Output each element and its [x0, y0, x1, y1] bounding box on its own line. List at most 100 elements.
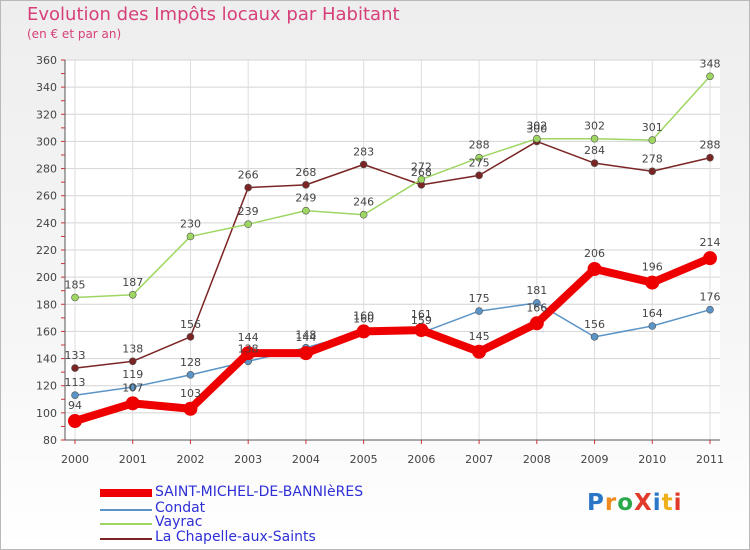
- data-point: [590, 134, 599, 143]
- data-label: 145: [469, 330, 490, 343]
- data-point: [356, 324, 371, 339]
- data-point: [414, 323, 429, 338]
- logo-letter: P: [587, 490, 605, 516]
- data-label: 161: [411, 308, 432, 321]
- x-tick-label: 2007: [465, 453, 493, 466]
- data-label: 160: [353, 312, 374, 325]
- data-label: 156: [584, 318, 605, 331]
- legend-label: La Chapelle-aux-Saints: [155, 529, 316, 545]
- data-label: 275: [469, 156, 490, 169]
- data-label: 230: [180, 217, 201, 230]
- data-point: [529, 316, 544, 331]
- data-point: [128, 290, 137, 299]
- data-label: 278: [642, 152, 663, 165]
- data-label: 138: [238, 342, 259, 355]
- data-point: [302, 181, 310, 189]
- legend-label: Vayrac: [155, 514, 203, 530]
- y-tick-label: 140: [36, 353, 57, 366]
- data-label: 159: [411, 314, 432, 327]
- data-label: 185: [65, 279, 86, 292]
- legend-swatch: [100, 509, 152, 511]
- data-point: [648, 322, 657, 330]
- data-label: 302: [526, 120, 547, 133]
- data-label: 166: [526, 301, 547, 314]
- x-tick-label: 2001: [119, 453, 147, 466]
- data-point: [359, 160, 368, 169]
- logo-letter: o: [617, 490, 635, 516]
- data-point: [648, 167, 657, 176]
- x-tick-label: 2002: [176, 453, 204, 466]
- series-line-3: [73, 254, 712, 425]
- y-tick-label: 80: [43, 434, 57, 447]
- data-label: 214: [700, 236, 721, 249]
- data-point: [68, 414, 82, 428]
- y-tick-label: 200: [36, 271, 57, 284]
- data-label: 187: [122, 276, 143, 289]
- legend-swatch: [100, 489, 152, 497]
- logo-letter: t: [661, 490, 674, 516]
- logo-letter: i: [673, 490, 683, 516]
- x-tick-label: 2008: [523, 453, 551, 466]
- data-label: 94: [68, 399, 82, 412]
- data-label: 288: [700, 139, 721, 152]
- legend-swatch: [100, 523, 152, 525]
- chart-subtitle: (en € et par an): [27, 27, 122, 41]
- legend-swatch: [100, 538, 152, 540]
- data-point: [706, 305, 714, 314]
- x-tick-label: 2005: [350, 453, 378, 466]
- y-tick-label: 160: [36, 325, 57, 338]
- y-tick-label: 100: [36, 407, 57, 420]
- data-label: 156: [180, 318, 201, 331]
- data-label: 181: [526, 284, 547, 297]
- series-line-0: [74, 140, 711, 369]
- logo-letter: r: [604, 490, 618, 516]
- data-point: [244, 183, 252, 192]
- data-point: [186, 371, 195, 379]
- data-point: [183, 401, 198, 416]
- data-point: [645, 275, 660, 290]
- y-tick-label: 240: [36, 217, 57, 230]
- data-label: 196: [642, 261, 663, 274]
- data-label: 249: [295, 192, 316, 205]
- x-tick-label: 2004: [292, 453, 320, 466]
- data-point: [706, 153, 714, 162]
- data-label: 119: [122, 368, 143, 381]
- x-tick-label: 2006: [407, 453, 435, 466]
- data-point: [71, 293, 79, 302]
- logo-letter: i: [652, 490, 662, 516]
- data-point: [298, 346, 313, 361]
- data-point: [302, 206, 310, 215]
- y-tick-label: 300: [36, 135, 57, 148]
- data-label: 300: [526, 122, 547, 135]
- y-tick-label: 360: [36, 54, 57, 67]
- data-point: [706, 72, 714, 81]
- data-point: [475, 171, 483, 180]
- x-tick-label: 2000: [61, 453, 89, 466]
- data-point: [417, 175, 426, 184]
- x-tick-label: 2009: [581, 453, 609, 466]
- data-point: [244, 220, 252, 229]
- chart-title: Evolution des Impôts locaux par Habitant: [27, 4, 400, 25]
- data-point: [475, 153, 483, 162]
- data-label: 348: [700, 57, 721, 70]
- data-point: [186, 232, 195, 241]
- data-point: [590, 159, 599, 167]
- data-label: 176: [700, 291, 721, 304]
- data-point: [648, 136, 657, 144]
- data-label: 301: [642, 121, 663, 134]
- data-point: [533, 299, 541, 307]
- data-label: 148: [295, 329, 316, 342]
- data-label: 302: [584, 120, 605, 133]
- x-tick-label: 2011: [696, 453, 724, 466]
- y-tick-label: 260: [36, 190, 57, 203]
- data-label: 266: [238, 169, 259, 182]
- y-tick-label: 280: [36, 163, 57, 176]
- y-tick-label: 180: [36, 298, 57, 311]
- y-tick-label: 340: [36, 81, 57, 94]
- data-point: [71, 391, 79, 400]
- data-point: [587, 262, 602, 276]
- y-tick-label: 120: [36, 380, 57, 393]
- logo-letter: X: [634, 490, 653, 516]
- data-point: [359, 210, 368, 219]
- data-label: 288: [469, 139, 490, 152]
